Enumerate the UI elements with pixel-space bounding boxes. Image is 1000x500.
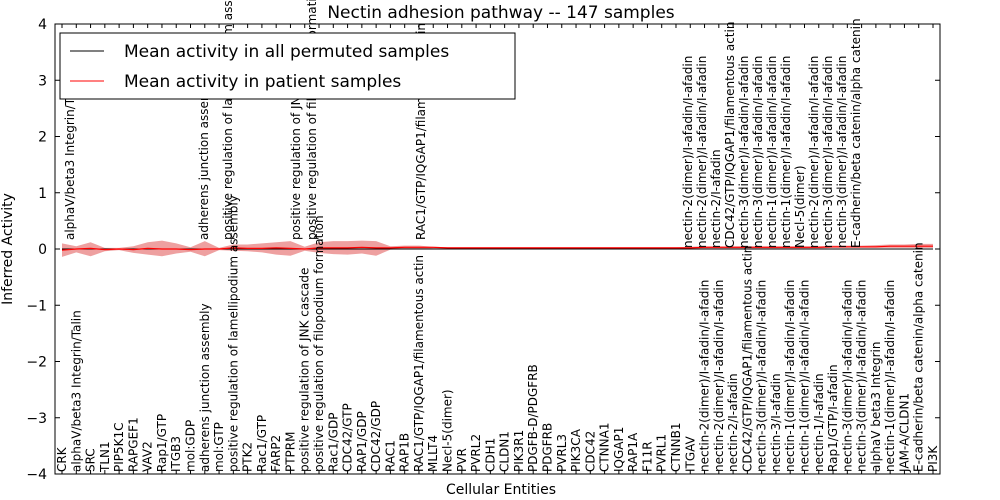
patient-mean-line	[61, 245, 933, 251]
x-tick-label: RAP1/GDP	[355, 411, 369, 472]
x-tick-label: TLN1	[98, 441, 112, 473]
y-tick-label: −4	[26, 467, 47, 483]
x-tick-label: PIP5K1C	[112, 422, 126, 472]
y-tick-label: 3	[38, 73, 47, 89]
top-label: nectin-2/I-afadin	[709, 149, 723, 248]
y-axis-label: Inferred Activity	[0, 193, 16, 305]
chart-title: Nectin adhesion pathway -- 147 samples	[327, 3, 674, 23]
x-tick-label: positive regulation of filopodium format…	[312, 215, 326, 472]
top-label: nectin-2(dimer)/I-afadin/I-afadin	[695, 56, 709, 248]
legend-label-permuted: Mean activity in all permuted samples	[124, 42, 449, 62]
x-tick-label: Rac1/GDP	[326, 413, 340, 472]
top-label: alphaV/beta3 Integrin/Talin	[63, 78, 77, 240]
y-tick-label: −1	[26, 298, 47, 314]
x-tick-label: RAC1/GTP/IQGAP1/filamentous actin	[412, 255, 426, 472]
top-label: nectin-3(dimer)/I-afadin/I-afadin	[751, 56, 765, 248]
x-tick-label: alphaV/beta3 Integrin/Talin	[69, 310, 83, 472]
x-tick-label: nectin-1(dimer)/I-afadin/I-afadin	[783, 280, 797, 472]
top-label: nectin-2(dimer)/I-afadin/I-afadin	[807, 56, 821, 248]
x-tick-label: nectin-2/I-afadin	[726, 373, 740, 472]
x-tick-label: CRK	[55, 446, 69, 472]
x-tick-label: nectin-3(dimer)/I-afadin/I-afadin	[855, 280, 869, 472]
x-axis-label: Cellular Entities	[446, 482, 556, 498]
x-tick-label: SRC	[84, 448, 98, 472]
x-tick-label: mol:GTP	[212, 422, 226, 472]
x-tick-label: PIK3R1	[512, 430, 526, 472]
x-tick-label: nectin-1/I-afadin	[812, 373, 826, 472]
x-tick-label: FARP2	[269, 435, 283, 472]
top-label: nectin-3(dimer)/I-afadin/I-afadin	[737, 56, 751, 248]
y-tick-label: −2	[26, 355, 47, 371]
x-tick-label: Rac1/GTP	[255, 415, 269, 472]
x-tick-label: adherens junction assembly	[198, 303, 212, 472]
top-label: nectin-1(dimer)/I-afadin/I-afadin	[765, 56, 779, 248]
x-tick-label: PVRL1	[655, 434, 669, 472]
x-tick-label: CDC42/GTP/IQGAP1/filamentous actin	[740, 246, 754, 472]
patient-range-band	[62, 240, 933, 257]
x-tick-label: alphaV beta3 Integrin	[869, 341, 883, 472]
x-tick-label: CTNNA1	[598, 422, 612, 472]
x-tick-label: PIK3CA	[569, 428, 583, 472]
x-tick-label: PTPRM	[284, 432, 298, 473]
top-label: E-cadherin/beta catenin/alpha catenin	[849, 18, 863, 248]
x-tick-label: positive regulation of JNK cascade	[298, 268, 312, 472]
x-tick-label: E-cadherin/beta catenin/alpha catenin	[912, 242, 926, 472]
x-tick-label: VAV2	[141, 441, 155, 472]
x-tick-label: ITGB3	[169, 436, 183, 472]
x-tick-label: JAM-A/CLDN1	[897, 393, 911, 473]
x-tick-label: RAP1A	[626, 432, 640, 472]
x-tick-label: nectin-3/I-afadin	[769, 373, 783, 472]
legend: Mean activity in all permuted samples Me…	[59, 32, 516, 100]
top-label: nectin-3(dimer)/I-afadin/I-afadin	[835, 56, 849, 248]
x-tick-label: PTK2	[241, 442, 255, 472]
top-label: adherens junction assembly	[197, 71, 211, 240]
x-tick-label: PVR	[455, 448, 469, 472]
x-tick-label: ITGAV	[683, 435, 697, 472]
top-label: Necl-5(dimer)	[793, 165, 807, 248]
y-axis: −4 −3 −2 −1 0 1 2 3 4	[26, 17, 940, 483]
x-tick-label: PVRL2	[469, 434, 483, 472]
x-tick-label: nectin-1(dimer)/I-afadin/I-afadin	[883, 280, 897, 472]
x-tick-labels: CRK alphaV/beta3 Integrin/Talin SRC TLN1 PIP…	[55, 24, 940, 474]
x-tick-label: F11R	[640, 441, 654, 472]
y-tick-label: 1	[38, 186, 47, 202]
y-tick-label: 4	[38, 17, 47, 33]
y-tick-label: 0	[38, 242, 47, 258]
x-tick-label: nectin-3(dimer)/I-afadin/I-afadin	[840, 280, 854, 472]
top-label: nectin-2(dimer)/I-afadin/I-afadin	[681, 56, 695, 248]
x-tick-label: PDGFRB	[541, 423, 555, 472]
x-tick-label: nectin-2(dimer)/I-afadin/I-afadin	[698, 280, 712, 472]
y-tick-label: −3	[26, 411, 47, 427]
x-tick-label: Rap1/GTP	[155, 414, 169, 472]
x-tick-label: PVRL3	[555, 434, 569, 472]
x-tick-label: RAP1B	[398, 433, 412, 472]
x-tick-label: CDC42/GTP	[341, 403, 355, 472]
x-tick-label: CDC42/GDP	[369, 401, 383, 472]
x-tick-label: CDH1	[483, 438, 497, 472]
top-label: nectin-1(dimer)/I-afadin/I-afadin	[779, 56, 793, 248]
x-tick-label: CTNNB1	[669, 422, 683, 472]
legend-label-patient: Mean activity in patient samples	[124, 72, 401, 92]
x-tick-label: CLDN1	[498, 431, 512, 472]
x-tick-label: CDC42	[583, 431, 597, 472]
x-tick-label: PI3K	[926, 445, 940, 472]
x-tick-label: Necl-5(dimer)	[441, 389, 455, 472]
x-tick-label: Rap1/GTP/I-afadin	[826, 364, 840, 472]
x-tick-label: nectin-2(dimer)/I-afadin/I-afadin	[712, 280, 726, 472]
x-tick-label: positive regulation of lamellipodium ass…	[226, 195, 240, 472]
x-tick-label: MLLT4	[426, 435, 440, 472]
x-tick-label: RAPGEF1	[126, 417, 140, 472]
x-tick-label: nectin-3(dimer)/I-afadin/I-afadin	[755, 280, 769, 472]
y-tick-label: 2	[38, 130, 47, 146]
legend-box	[59, 32, 516, 100]
x-tick-label: RAC1	[383, 440, 397, 472]
x-tick-label: mol:GDP	[184, 420, 198, 472]
x-tick-label: IQGAP1	[612, 427, 626, 472]
top-label: CDC42/GTP/IQGAP1/filamentous actin	[723, 22, 737, 248]
x-tick-label: nectin-1(dimer)/I-afadin/I-afadin	[798, 280, 812, 472]
x-tick-label: PDGFB-D/PDGFRB	[526, 364, 540, 472]
top-label: nectin-3(dimer)/I-afadin/I-afadin	[821, 56, 835, 248]
